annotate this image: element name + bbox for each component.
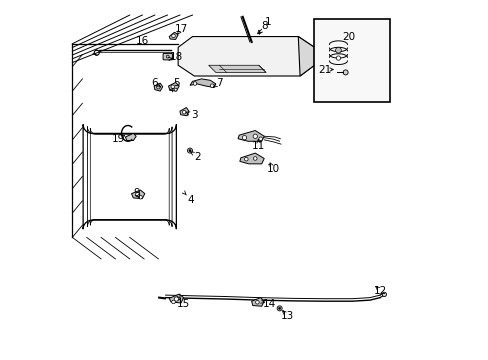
Circle shape [335,47,341,53]
Text: 14: 14 [263,299,276,309]
Polygon shape [180,108,188,116]
Circle shape [253,134,257,138]
Circle shape [187,148,192,153]
Circle shape [258,137,262,140]
Polygon shape [154,83,163,91]
Circle shape [193,82,196,85]
Polygon shape [169,294,183,303]
Text: 1: 1 [264,17,270,27]
Circle shape [244,157,247,161]
Circle shape [188,149,191,152]
Polygon shape [190,79,215,87]
Text: 21: 21 [318,64,331,75]
Circle shape [174,88,177,91]
Polygon shape [131,190,144,199]
Circle shape [255,301,259,304]
Polygon shape [83,125,176,229]
Polygon shape [208,65,265,72]
Polygon shape [239,153,264,164]
FancyBboxPatch shape [163,53,172,60]
Text: 6: 6 [150,78,157,88]
Polygon shape [238,131,264,141]
Text: 13: 13 [280,311,294,321]
Text: 5: 5 [173,78,179,88]
Text: 2: 2 [194,152,201,162]
Text: 20: 20 [341,32,354,41]
Circle shape [382,292,386,297]
Bar [314,19,389,102]
Circle shape [336,56,340,60]
Circle shape [182,111,185,114]
Circle shape [210,84,214,87]
Circle shape [156,85,160,89]
Text: 10: 10 [266,164,279,174]
Text: 19: 19 [111,134,124,144]
Circle shape [174,297,178,301]
Text: 16: 16 [135,36,149,46]
Text: 17: 17 [174,24,187,35]
Circle shape [171,85,174,89]
Text: 15: 15 [177,299,190,309]
Text: 12: 12 [373,286,386,296]
Circle shape [278,307,280,310]
Circle shape [171,300,175,304]
Text: 4: 4 [187,195,194,205]
Circle shape [277,306,282,311]
Polygon shape [125,134,136,140]
Circle shape [242,135,246,140]
Text: 18: 18 [169,52,183,62]
Polygon shape [168,82,179,91]
Text: 9: 9 [133,188,140,198]
Circle shape [135,193,140,197]
Circle shape [171,34,175,38]
Polygon shape [178,37,314,76]
Circle shape [253,157,257,160]
Text: 11: 11 [252,141,265,151]
Text: 7: 7 [216,78,222,88]
Circle shape [343,70,347,75]
Text: 3: 3 [191,111,197,121]
Polygon shape [251,298,264,306]
Polygon shape [298,37,314,76]
Text: 8: 8 [261,21,267,31]
Circle shape [139,195,142,199]
Polygon shape [169,32,178,40]
